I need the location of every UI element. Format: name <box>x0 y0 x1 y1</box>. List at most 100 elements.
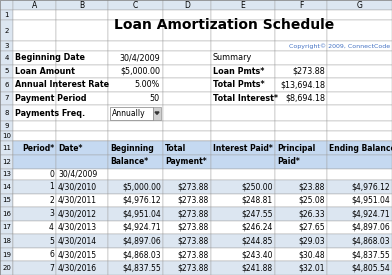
Text: $5,000.00: $5,000.00 <box>122 182 161 191</box>
Bar <box>0 0 13 10</box>
Bar <box>108 248 163 262</box>
Bar <box>13 10 56 20</box>
Bar <box>56 169 108 180</box>
Bar <box>108 207 163 221</box>
Bar <box>163 194 211 207</box>
Bar <box>327 51 392 65</box>
Bar <box>275 131 327 141</box>
Text: $30.48: $30.48 <box>298 250 325 259</box>
Bar <box>211 262 275 275</box>
Text: $4,924.71: $4,924.71 <box>351 209 390 218</box>
Bar <box>163 221 211 234</box>
Bar <box>211 234 275 248</box>
Bar <box>275 234 327 248</box>
Bar <box>327 131 392 141</box>
Text: Loan Pmts*: Loan Pmts* <box>213 67 264 76</box>
Text: 4/30/2015: 4/30/2015 <box>58 250 97 259</box>
Text: $4,924.71: $4,924.71 <box>122 223 161 232</box>
Text: $4,868.03: $4,868.03 <box>351 236 390 246</box>
Text: 19: 19 <box>2 252 11 258</box>
Text: $4,805.54: $4,805.54 <box>351 264 390 273</box>
Bar <box>327 10 392 20</box>
Text: $273.88: $273.88 <box>292 67 325 76</box>
Bar <box>13 194 56 207</box>
Text: 3: 3 <box>4 43 9 49</box>
Bar <box>56 105 108 121</box>
Text: $273.88: $273.88 <box>178 250 209 259</box>
Bar <box>327 262 392 275</box>
Bar <box>275 180 327 194</box>
Text: $27.65: $27.65 <box>298 223 325 232</box>
Bar <box>211 262 275 275</box>
Bar <box>0 92 13 105</box>
Bar <box>163 155 211 169</box>
Bar <box>163 194 211 207</box>
Text: C: C <box>133 1 138 10</box>
Text: F: F <box>299 1 303 10</box>
Text: 7: 7 <box>4 95 9 101</box>
Text: $247.55: $247.55 <box>241 209 273 218</box>
Text: $273.88: $273.88 <box>178 182 209 191</box>
Bar <box>327 248 392 262</box>
Bar <box>56 0 108 10</box>
Bar <box>163 78 211 92</box>
Bar <box>56 169 108 180</box>
Bar <box>108 180 163 194</box>
Bar <box>56 248 108 262</box>
Bar <box>0 207 13 221</box>
Text: D: D <box>184 1 190 10</box>
Text: 6: 6 <box>49 250 54 259</box>
Bar <box>211 155 275 169</box>
Text: 4/30/2012: 4/30/2012 <box>58 209 97 218</box>
Bar <box>56 180 108 194</box>
Text: Loan Amount: Loan Amount <box>15 67 75 76</box>
Bar <box>13 78 56 92</box>
Text: $4,897.06: $4,897.06 <box>351 223 390 232</box>
Bar <box>327 141 392 155</box>
Bar <box>13 194 56 207</box>
Text: Beginning: Beginning <box>110 144 154 153</box>
Text: Copyright© 2009, ConnectCode: Copyright© 2009, ConnectCode <box>289 43 390 49</box>
Bar <box>211 131 275 141</box>
Bar <box>211 78 275 92</box>
Bar <box>275 221 327 234</box>
Bar <box>211 234 275 248</box>
Bar <box>163 121 211 131</box>
Bar <box>108 20 163 41</box>
Text: $4,951.04: $4,951.04 <box>122 209 161 218</box>
Bar <box>108 248 163 262</box>
Bar <box>56 234 108 248</box>
Bar <box>0 65 13 78</box>
Text: Interest Paid*: Interest Paid* <box>213 144 273 153</box>
Bar <box>275 221 327 234</box>
Bar <box>108 155 163 169</box>
Bar <box>211 221 275 234</box>
Bar <box>163 65 211 78</box>
Text: Period*: Period* <box>22 144 54 153</box>
Text: $273.88: $273.88 <box>178 209 209 218</box>
Bar <box>163 234 211 248</box>
Bar <box>327 121 392 131</box>
Bar <box>163 141 211 155</box>
Text: Total Pmts*: Total Pmts* <box>213 80 265 89</box>
Bar <box>327 207 392 221</box>
Text: $26.33: $26.33 <box>298 209 325 218</box>
Bar <box>211 121 275 131</box>
Bar <box>13 131 56 141</box>
Bar <box>211 207 275 221</box>
Bar <box>0 169 13 180</box>
Text: 4/30/2010: 4/30/2010 <box>58 182 97 191</box>
Bar <box>0 105 13 121</box>
Bar <box>56 262 108 275</box>
Bar <box>163 207 211 221</box>
Bar <box>163 262 211 275</box>
Bar <box>211 180 275 194</box>
Bar <box>327 180 392 194</box>
Bar <box>327 194 392 207</box>
Text: 3: 3 <box>49 209 54 218</box>
Bar <box>13 141 56 155</box>
Text: $273.88: $273.88 <box>178 236 209 246</box>
Text: Principal: Principal <box>277 144 315 153</box>
Text: 50: 50 <box>150 94 160 103</box>
Bar <box>275 78 327 92</box>
